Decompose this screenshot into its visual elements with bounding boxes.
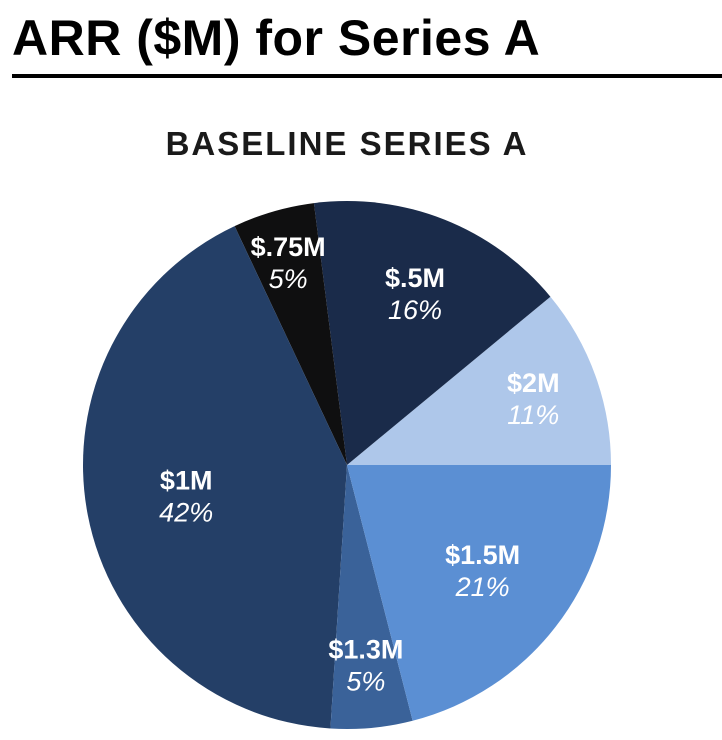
slice-percent-label: 5% xyxy=(346,667,385,697)
slice-value-label: $1.3M xyxy=(328,635,403,665)
pie-slice xyxy=(330,465,413,730)
slice-value-label: $.75M xyxy=(251,232,326,262)
slice-percent-label: 5% xyxy=(269,264,308,294)
slice-value-label: $2M xyxy=(507,368,560,398)
page-title: ARR ($M) for Series A xyxy=(12,10,541,66)
pie-slice xyxy=(313,200,551,465)
slice-value-label: $1.5M xyxy=(445,540,520,570)
slice-value-label: $.5M xyxy=(385,263,445,293)
pie-slice xyxy=(234,203,347,465)
slice-percent-label: 16% xyxy=(388,295,442,325)
slice-percent-label: 11% xyxy=(507,400,559,430)
slice-value-label: $1M xyxy=(160,466,213,496)
slice-percent-label: 42% xyxy=(159,498,213,528)
pie-slice xyxy=(347,465,611,721)
title-divider xyxy=(12,74,722,78)
pie-slices xyxy=(83,200,611,730)
slice-percent-label: 21% xyxy=(455,572,510,602)
pie-labels: $2M11%$.5M16%$.75M5%$1M42%$1.3M5%$1.5M21… xyxy=(159,232,559,697)
chart-title: BASELINE SERIES A xyxy=(165,125,529,162)
pie-slice xyxy=(83,226,348,729)
pie-slice xyxy=(347,296,611,465)
